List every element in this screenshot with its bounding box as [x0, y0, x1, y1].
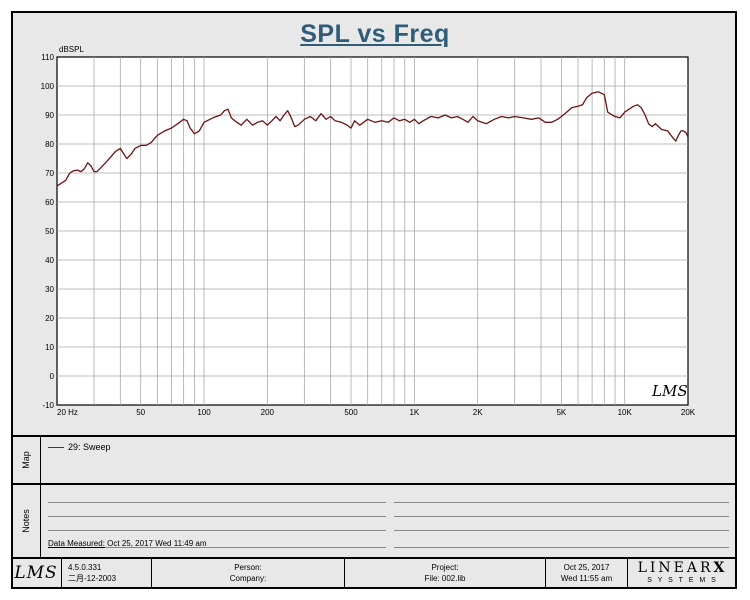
footer-project-cell: Project: File: 002.lib: [344, 558, 545, 589]
company-label: Company:: [229, 574, 267, 583]
notes-section-label: Notes: [20, 508, 31, 533]
footer-brand-cell: LINEARX S Y S T E M S: [627, 558, 737, 589]
footer-version-cell: 4.5.0.331 二月-12-2003: [61, 558, 151, 589]
version-text: 4.5.0.331: [68, 563, 102, 572]
x-tick-label: 50: [136, 408, 145, 417]
data-measured: Data Measured: Oct 25, 2017 Wed 11:49 am: [48, 539, 207, 548]
note-line: [394, 547, 729, 548]
brand-subtitle: S Y S T E M S: [647, 577, 718, 584]
project-label: Project:: [431, 563, 459, 572]
y-tick-label: 70: [45, 169, 54, 178]
x-tick-label: 200: [261, 408, 275, 417]
x-tick-label: 1K: [409, 408, 419, 417]
note-line: [48, 530, 386, 531]
note-line: [394, 516, 729, 517]
person-label: Person:: [234, 563, 262, 572]
y-tick-label: 110: [41, 53, 54, 62]
y-tick-label: 10: [45, 343, 54, 352]
legend-entry: 29: Sweep: [48, 442, 111, 452]
section-divider: [11, 435, 737, 437]
y-tick-label: 60: [45, 198, 54, 207]
side-divider: [40, 436, 41, 557]
y-axis-label: dBSPL: [59, 45, 84, 54]
x-tick-label: 100: [197, 408, 211, 417]
file-label: File: 002.lib: [424, 574, 466, 583]
map-section-label: Map: [20, 450, 31, 469]
note-line: [48, 547, 386, 548]
note-line: [48, 502, 386, 503]
note-line: [394, 502, 729, 503]
footer: LMS 4.5.0.331 二月-12-2003 Person: Company…: [11, 558, 737, 589]
y-tick-label: 80: [45, 140, 54, 149]
note-line: [48, 516, 386, 517]
footer-person-cell: Person: Company:: [151, 558, 344, 589]
x-tick-label: 20 Hz: [57, 408, 78, 417]
grid: [57, 57, 688, 405]
series-line-sweep: [56, 91, 689, 187]
y-tick-label: 30: [45, 285, 54, 294]
y-tick-label: 100: [41, 82, 55, 91]
lms-watermark: LMS: [651, 382, 688, 400]
x-tick-label: 500: [344, 408, 358, 417]
note-line: [394, 530, 729, 531]
build-date-text: 二月-12-2003: [68, 574, 117, 583]
footer-logo-cell: LMS: [11, 558, 61, 589]
y-tick-label: 50: [45, 227, 54, 236]
chart-title: SPL vs Freq: [300, 20, 450, 48]
footer-date: Oct 25, 2017: [563, 563, 610, 572]
legend-label: 29: Sweep: [68, 442, 111, 452]
lms-logo: LMS: [14, 563, 58, 583]
y-tick-label: 20: [45, 314, 54, 323]
section-divider: [11, 557, 737, 559]
legend-swatch: [48, 446, 64, 448]
series-layer: [56, 91, 689, 187]
y-tick-label: 40: [45, 256, 54, 265]
x-tick-label: 10K: [618, 408, 633, 417]
x-tick-label: 20K: [681, 408, 696, 417]
x-tick-label: 5K: [556, 408, 566, 417]
x-tick-label: 2K: [473, 408, 483, 417]
y-tick-label: -10: [42, 401, 54, 410]
section-divider: [11, 483, 737, 485]
y-tick-label: 0: [50, 372, 55, 381]
brand-logo: LINEARX: [637, 560, 728, 576]
footer-date-cell: Oct 25, 2017 Wed 11:55 am: [545, 558, 627, 589]
y-tick-labels: -10 0 10 20 30 40 50 60 70 80 90 100 110: [41, 53, 55, 410]
footer-time: Wed 11:55 am: [560, 574, 613, 583]
x-tick-labels: 20 Hz 50 100 200 500 1K 2K 5K 10K 20K: [57, 408, 696, 417]
y-tick-label: 90: [45, 111, 54, 120]
